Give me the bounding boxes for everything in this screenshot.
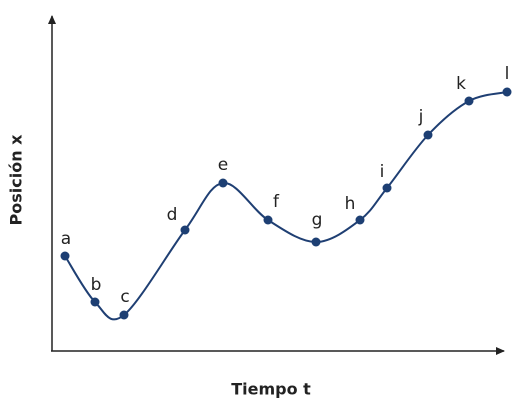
point: [119, 310, 129, 320]
point: [464, 96, 474, 106]
point: [60, 251, 70, 261]
point: [423, 130, 433, 140]
point-label: a: [61, 229, 71, 249]
point-label: e: [218, 155, 228, 175]
y-axis-title: Posición x: [7, 134, 26, 226]
point-label: h: [345, 194, 356, 214]
point-label: d: [167, 205, 178, 225]
point-label: f: [273, 192, 280, 212]
point: [355, 215, 365, 225]
point-label: c: [120, 287, 129, 307]
point: [311, 237, 321, 247]
x-axis-title: Tiempo t: [231, 380, 311, 399]
point: [218, 178, 228, 188]
point-label: b: [91, 275, 102, 295]
point-label: j: [418, 107, 424, 127]
position-curve: [64, 91, 508, 321]
point: [502, 87, 512, 97]
point: [180, 225, 190, 235]
point: [382, 183, 392, 193]
point-label: k: [456, 74, 466, 94]
point: [263, 215, 273, 225]
point-label: i: [380, 162, 385, 182]
point: [90, 297, 100, 307]
point-label: g: [312, 210, 323, 230]
point-label: l: [505, 64, 510, 84]
